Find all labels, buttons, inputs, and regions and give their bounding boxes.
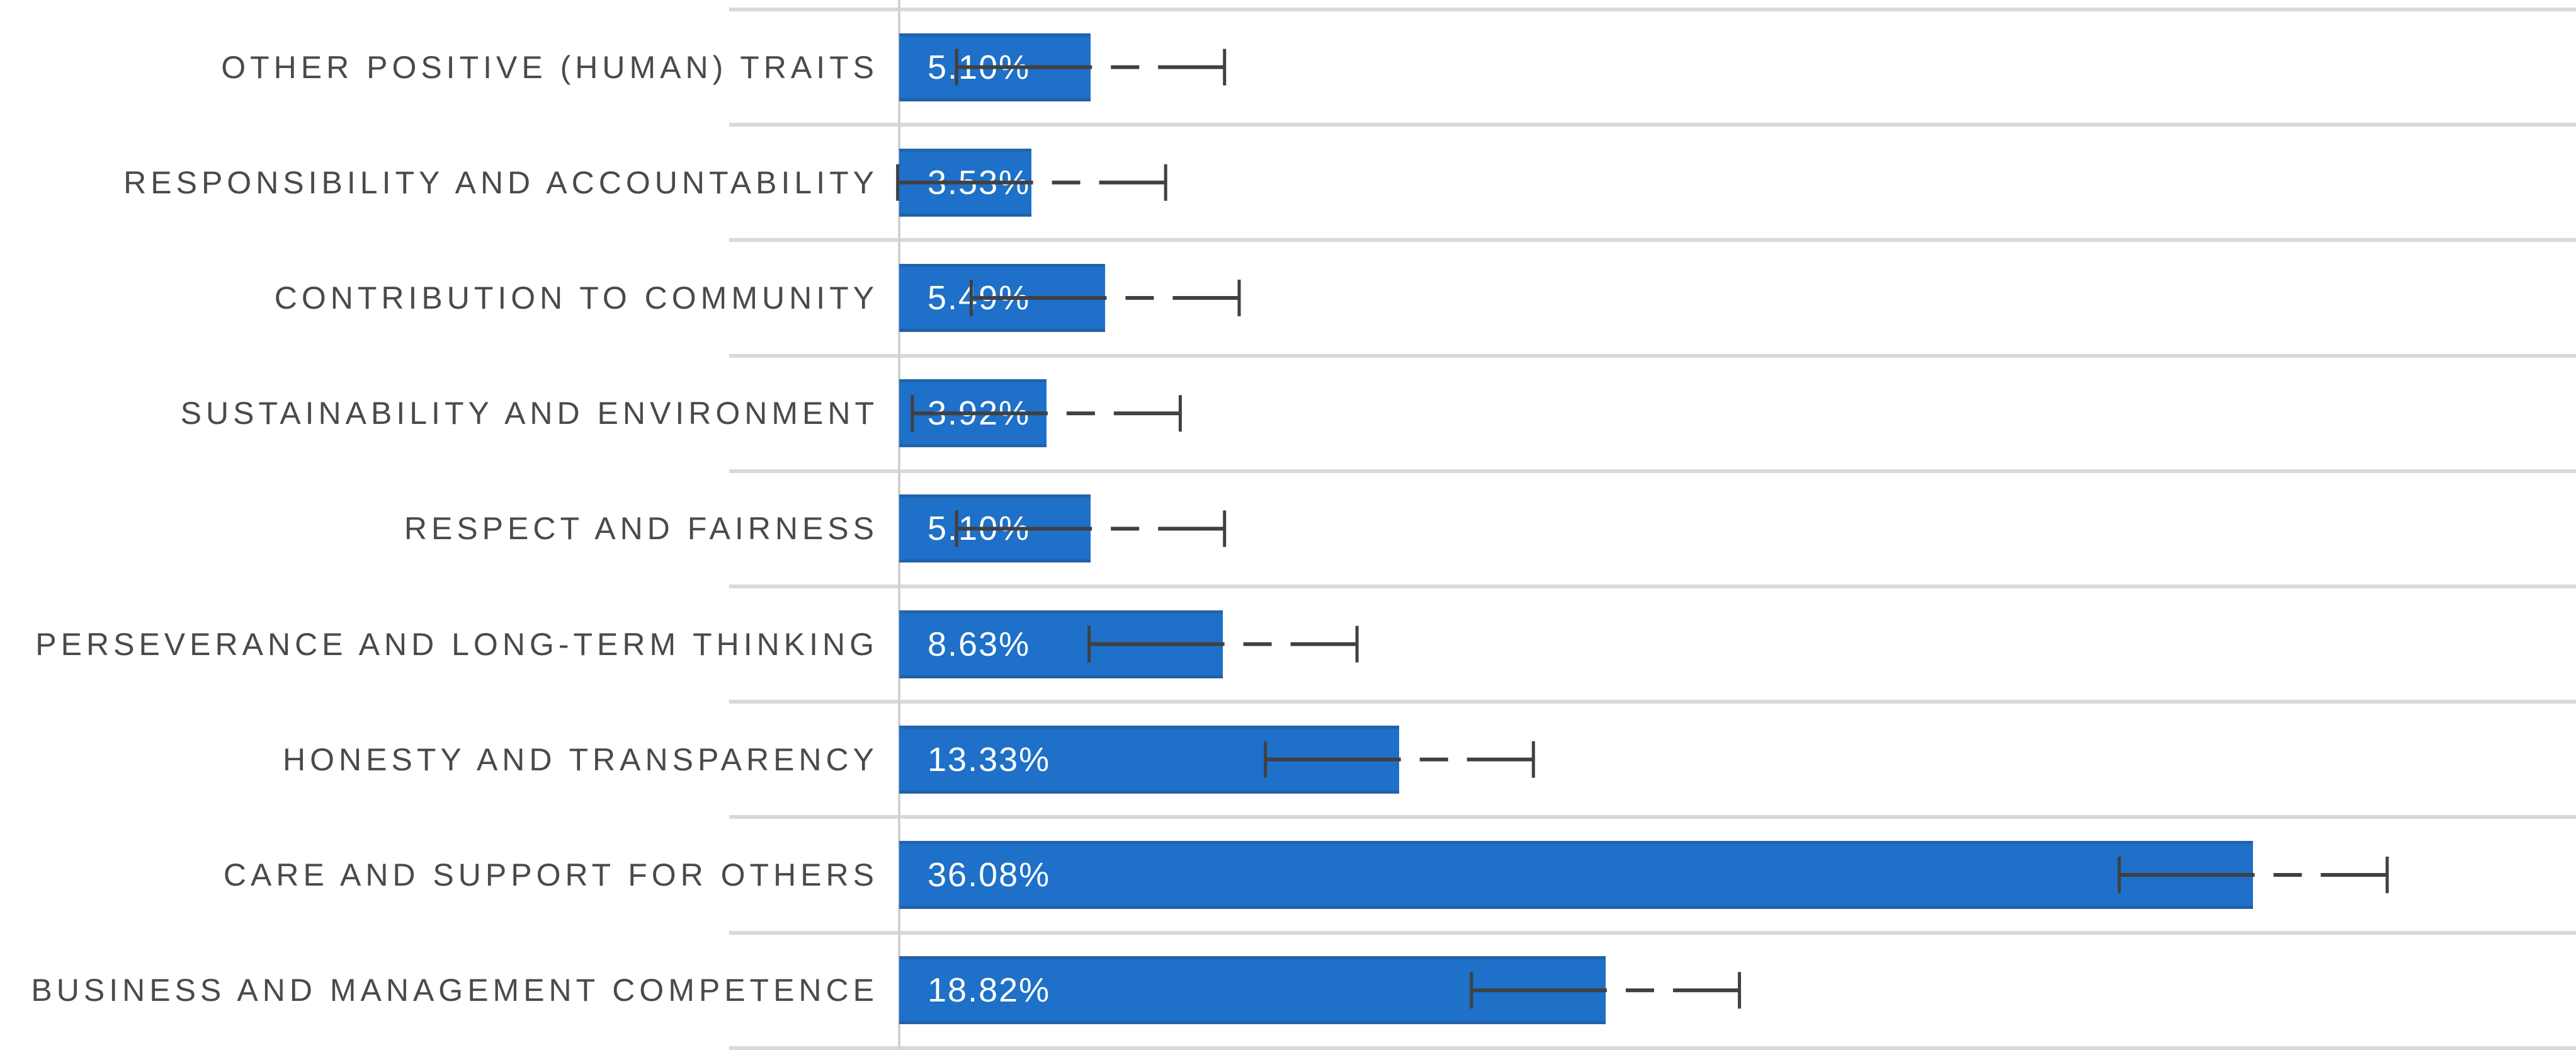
bar [899,841,2254,909]
row-separator-gridline [729,930,2576,935]
category-label: SUSTAINABILITY AND ENVIRONMENT [180,396,878,431]
row-separator-gridline [729,123,2576,127]
category-label: BUSINESS AND MANAGEMENT COMPETENCE [31,973,878,1008]
value-label: 18.82% [928,971,1051,1010]
category-label: OTHER POSITIVE (HUMAN) TRAITS [221,49,878,85]
row-separator-gridline [729,8,2576,11]
value-label: 3.92% [928,394,1031,433]
category-label: CONTRIBUTION TO COMMUNITY [274,280,878,316]
category-label: CARE AND SUPPORT FOR OTHERS [223,857,878,893]
row-separator-gridline [729,585,2576,588]
row-separator-gridline [729,700,2576,704]
value-label: 8.63% [928,625,1031,663]
value-label: 5.10% [928,510,1031,548]
row-separator-gridline [729,469,2576,473]
row-separator-gridline [729,353,2576,358]
value-label: 36.08% [928,856,1051,894]
category-label: RESPONSIBILITY AND ACCOUNTABILITY [123,164,878,200]
row-separator-gridline [729,1046,2576,1050]
value-label: 3.53% [928,163,1031,202]
value-label: 5.10% [928,48,1031,86]
category-label: HONESTY AND TRANSPARENCY [283,741,878,777]
category-label: PERSEVERANCE AND LONG-TERM THINKING [35,626,878,662]
row-separator-gridline [729,238,2576,243]
value-label: 13.33% [928,740,1051,779]
row-separator-gridline [729,815,2576,819]
category-label: RESPECT AND FAIRNESS [404,511,878,547]
value-label: 5.49% [928,279,1031,317]
